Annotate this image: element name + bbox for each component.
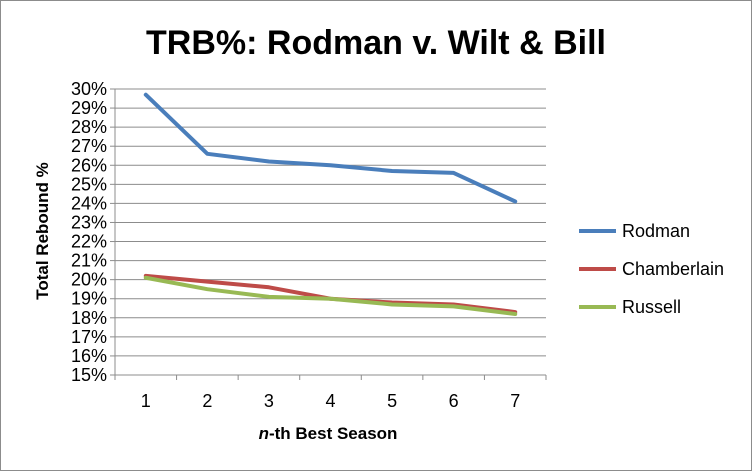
y-tick-label: 26%: [71, 155, 107, 175]
x-tick-label: 7: [510, 391, 520, 411]
legend-label-chamberlain: Chamberlain: [622, 259, 724, 279]
x-tick-label: 3: [264, 391, 274, 411]
y-tick-label: 29%: [71, 98, 107, 118]
x-tick-label: 6: [449, 391, 459, 411]
y-tick-label: 27%: [71, 136, 107, 156]
series-line-rodman: [143, 92, 518, 204]
y-tick-label: 19%: [71, 289, 107, 309]
x-axis-label-variable: n: [259, 424, 269, 443]
y-tick-label: 22%: [71, 232, 107, 252]
series-lines: [143, 92, 518, 316]
y-axis-label: Total Rebound %: [33, 162, 52, 300]
y-tick-label: 28%: [71, 117, 107, 137]
x-axis-label-rest: -th Best Season: [269, 424, 397, 443]
legend: Rodman Chamberlain Russell: [579, 221, 724, 317]
y-tick-label: 15%: [71, 365, 107, 385]
x-tick-label: 2: [202, 391, 212, 411]
y-tick-label: 21%: [71, 251, 107, 271]
y-tick-label: 16%: [71, 346, 107, 366]
legend-label-russell: Russell: [622, 297, 681, 317]
gridlines: [115, 88, 546, 357]
chart-title: TRB%: Rodman v. Wilt & Bill: [146, 24, 606, 62]
y-tick-label: 17%: [71, 327, 107, 347]
y-tick-label: 25%: [71, 174, 107, 194]
x-axis-label: n-th Best Season: [259, 424, 398, 443]
axes: 15%16%17%18%19%20%21%22%23%24%25%26%27%2…: [71, 79, 547, 411]
x-tick-label: 4: [325, 391, 335, 411]
y-tick-label: 24%: [71, 193, 107, 213]
y-tick-label: 30%: [71, 79, 107, 99]
series-line-russell: [143, 275, 518, 316]
x-tick-label: 1: [141, 391, 151, 411]
y-tick-label: 18%: [71, 308, 107, 328]
legend-label-rodman: Rodman: [622, 221, 690, 241]
x-tick-label: 5: [387, 391, 397, 411]
y-tick-label: 20%: [71, 270, 107, 290]
y-tick-label: 23%: [71, 212, 107, 232]
